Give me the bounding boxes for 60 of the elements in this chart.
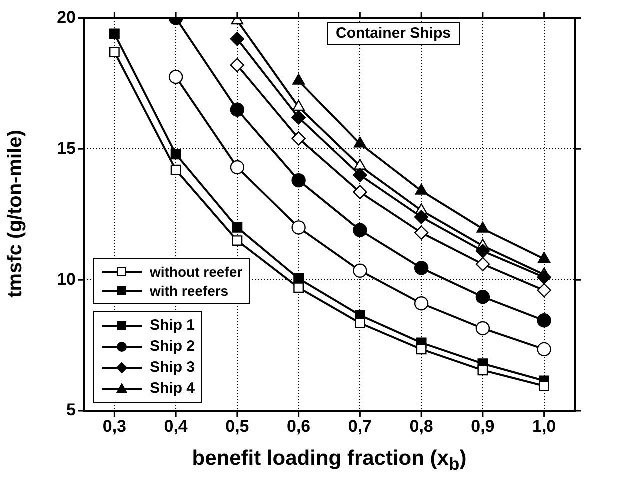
annotation: with reefers bbox=[150, 282, 229, 298]
y-tick-label: 15 bbox=[57, 138, 76, 158]
point bbox=[109, 47, 120, 58]
x-tick-label: 0,8 bbox=[410, 416, 434, 436]
point bbox=[292, 100, 306, 112]
point bbox=[476, 257, 490, 272]
x-tick-label: 0,3 bbox=[102, 416, 127, 436]
point bbox=[294, 282, 304, 294]
point bbox=[353, 168, 368, 182]
y-tick-label: 5 bbox=[66, 400, 76, 420]
legend-label: Ship 1 bbox=[150, 317, 196, 334]
point bbox=[539, 380, 550, 392]
x-tick-label: 0,4 bbox=[164, 416, 188, 436]
point bbox=[353, 185, 368, 200]
point bbox=[476, 290, 490, 304]
annotation: without reefer bbox=[150, 264, 243, 280]
point bbox=[170, 149, 182, 160]
point bbox=[354, 318, 366, 328]
point bbox=[537, 270, 552, 285]
point bbox=[353, 264, 368, 278]
y-tick-label: 10 bbox=[57, 270, 76, 289]
y-axis-title: tmsfc (g/ton-mile) bbox=[4, 130, 28, 298]
point bbox=[353, 223, 368, 238]
point bbox=[414, 210, 429, 224]
point bbox=[414, 226, 429, 240]
point bbox=[232, 222, 243, 233]
point bbox=[170, 164, 182, 176]
y-tick-label: 20 bbox=[57, 8, 76, 27]
point bbox=[292, 173, 306, 188]
legend-label: Ship 3 bbox=[150, 359, 196, 376]
x-tick-label: 0,6 bbox=[286, 416, 311, 436]
point bbox=[478, 365, 488, 376]
point bbox=[232, 236, 243, 246]
point bbox=[292, 132, 306, 146]
point bbox=[168, 70, 184, 84]
point bbox=[230, 102, 245, 117]
point bbox=[292, 110, 306, 125]
x-tick-label: 1,0 bbox=[532, 416, 556, 436]
legend-label: Ship 4 bbox=[150, 380, 196, 397]
point bbox=[354, 159, 366, 170]
point bbox=[230, 58, 245, 72]
point bbox=[537, 342, 552, 357]
point bbox=[414, 261, 429, 276]
point bbox=[109, 28, 120, 40]
x-axis-title: benefit loading fraction (x$_{b}$) bbox=[191, 447, 468, 476]
key-panel: without reefer with reefers bbox=[93, 258, 250, 304]
point bbox=[230, 160, 245, 175]
x-tick-label: 0,7 bbox=[348, 416, 372, 436]
legend-label: Ship 2 bbox=[150, 338, 196, 355]
point bbox=[292, 220, 306, 235]
x-tick-label: 0,5 bbox=[226, 416, 250, 436]
point bbox=[230, 32, 245, 46]
annotation: Container Ships bbox=[327, 22, 460, 45]
point bbox=[537, 283, 552, 298]
point bbox=[414, 296, 429, 311]
x-tick-label: 0,9 bbox=[471, 416, 495, 436]
point bbox=[416, 344, 427, 355]
point bbox=[537, 314, 552, 328]
point bbox=[476, 321, 490, 336]
point bbox=[476, 244, 490, 258]
